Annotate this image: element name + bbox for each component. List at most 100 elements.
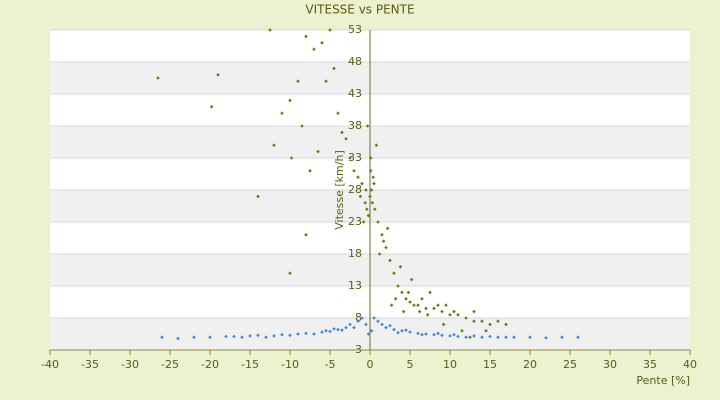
x-tick-label: 10	[443, 358, 457, 371]
data-point	[392, 271, 396, 275]
data-point	[472, 309, 476, 314]
data-point	[324, 329, 328, 333]
data-point	[373, 207, 377, 211]
data-point	[468, 335, 472, 339]
data-point	[256, 194, 260, 199]
data-point	[328, 329, 332, 334]
data-point	[224, 334, 228, 339]
data-point	[264, 335, 268, 339]
x-tick-label: -25	[161, 358, 179, 371]
data-point	[289, 156, 294, 160]
data-point	[160, 335, 164, 339]
data-point	[360, 181, 364, 186]
data-point	[356, 175, 360, 179]
data-point	[472, 319, 476, 323]
data-point	[320, 330, 324, 334]
data-point	[420, 297, 424, 301]
data-point	[385, 226, 390, 231]
data-point	[336, 111, 340, 115]
data-point	[288, 333, 292, 338]
x-tick-label: -5	[325, 358, 336, 371]
data-point	[368, 194, 372, 199]
data-point	[370, 201, 375, 205]
data-point	[424, 306, 428, 311]
data-point	[272, 334, 276, 338]
data-point	[396, 330, 400, 335]
data-point	[332, 66, 336, 71]
data-point	[356, 319, 360, 323]
data-point	[374, 143, 379, 147]
x-tick-label: -35	[81, 358, 99, 371]
data-point	[464, 316, 468, 320]
data-point	[364, 188, 368, 192]
data-point	[192, 335, 196, 339]
data-point	[408, 300, 412, 304]
data-point	[388, 258, 392, 263]
data-point	[576, 335, 580, 339]
data-point	[280, 111, 284, 115]
y-tick-label: 53	[348, 23, 362, 36]
data-point	[365, 207, 369, 211]
data-point	[380, 322, 384, 327]
data-point	[348, 322, 352, 327]
data-point	[409, 277, 414, 282]
x-tick-label: -10	[281, 358, 299, 371]
data-point	[371, 175, 375, 179]
data-point	[176, 336, 180, 341]
y-tick-label: 13	[348, 279, 362, 292]
data-point	[344, 137, 348, 141]
data-point	[372, 316, 376, 320]
data-point	[444, 303, 448, 307]
y-tick-label: 28	[348, 183, 362, 196]
data-point	[376, 319, 380, 323]
data-point	[280, 332, 284, 337]
data-point	[288, 271, 292, 275]
data-point	[424, 332, 428, 336]
data-point	[480, 335, 484, 339]
data-point	[352, 169, 356, 173]
data-point	[425, 313, 430, 317]
data-point	[300, 124, 304, 128]
data-point	[296, 79, 300, 83]
data-point	[248, 334, 252, 338]
data-point	[432, 306, 436, 311]
data-point	[216, 73, 220, 77]
data-point	[208, 335, 212, 339]
data-point	[320, 41, 324, 45]
y-axis-label: Vitesse [km/h]	[333, 150, 346, 230]
data-point	[544, 336, 548, 340]
data-point	[436, 303, 440, 307]
data-point	[358, 194, 363, 199]
data-point	[464, 335, 468, 339]
x-tick-label: 35	[643, 358, 657, 371]
x-axis-label: Pente [%]	[636, 374, 690, 387]
data-point	[417, 309, 422, 314]
data-point	[240, 335, 244, 339]
data-point	[436, 331, 440, 336]
data-point	[340, 328, 344, 332]
x-tick-label: 5	[407, 358, 414, 371]
data-point	[440, 333, 444, 338]
x-tick-label: -20	[201, 358, 219, 371]
data-point	[268, 28, 272, 32]
data-point	[272, 143, 276, 147]
data-point	[369, 329, 374, 333]
x-tick-label: 25	[563, 358, 577, 371]
data-point	[360, 316, 364, 320]
data-point	[452, 332, 456, 337]
data-point	[404, 328, 408, 332]
y-tick-label: 8	[355, 311, 362, 324]
data-point	[440, 309, 444, 314]
data-point	[400, 290, 404, 295]
data-point	[496, 319, 500, 323]
data-point	[389, 303, 394, 307]
data-point	[336, 327, 340, 332]
data-point	[392, 327, 396, 332]
data-point	[401, 309, 406, 314]
y-tick-label: 48	[348, 55, 362, 68]
data-point	[472, 334, 476, 338]
data-point	[456, 313, 460, 317]
data-point	[480, 319, 484, 323]
data-point	[308, 169, 312, 173]
data-point	[312, 47, 316, 51]
